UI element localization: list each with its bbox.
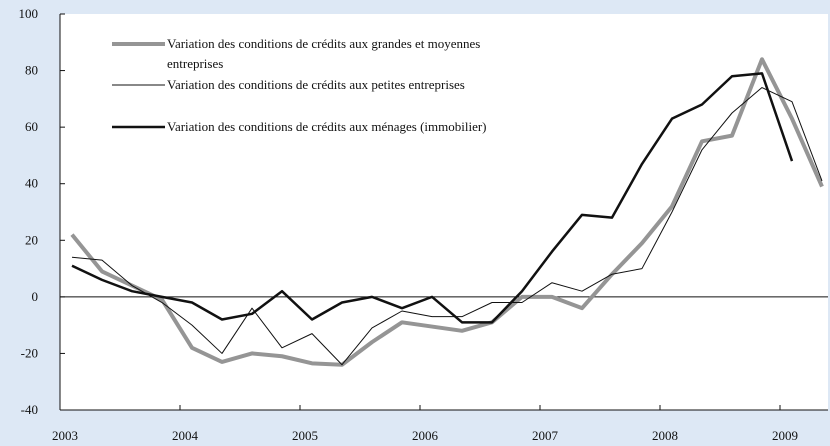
y-tick-label: 80 [25,63,38,78]
x-tick-label: 2008 [652,428,678,443]
series-line [71,72,794,324]
x-tick-label: 2006 [412,428,439,443]
y-tick-label: 0 [32,289,39,304]
y-tick-label: 100 [19,6,39,21]
y-tick-label: -20 [21,345,38,360]
y-tick-label: 60 [25,119,38,134]
legend-label: Variation des conditions de crédits aux … [167,119,487,134]
legend-label: Variation des conditions de crédits aux … [167,77,465,92]
x-tick-label: 2007 [532,428,559,443]
x-tick-label: 2004 [172,428,199,443]
x-tick-label: 2005 [292,428,318,443]
series-line [70,57,824,367]
y-tick-label: 20 [25,232,38,247]
y-tick-label: 40 [25,176,38,191]
y-tick-label: -40 [21,402,38,417]
legend-label: Variation des conditions de crédits aux … [167,36,481,71]
x-tick-label: 2009 [772,428,798,443]
x-tick-label: 2003 [52,428,78,443]
series-line [71,87,823,366]
